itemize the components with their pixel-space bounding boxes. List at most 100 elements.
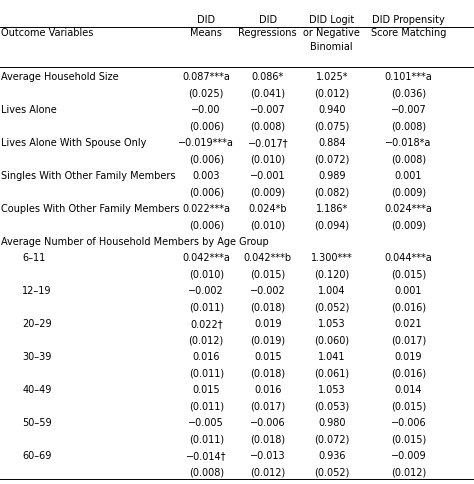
Text: (0.015): (0.015) (250, 269, 285, 279)
Text: −0.00: −0.00 (191, 105, 221, 115)
Text: (0.094): (0.094) (314, 220, 349, 230)
Text: 0.042***b: 0.042***b (244, 253, 292, 263)
Text: Lives Alone With Spouse Only: Lives Alone With Spouse Only (1, 137, 146, 148)
Text: (0.008): (0.008) (391, 121, 426, 131)
Text: DID Propensity: DID Propensity (372, 15, 445, 25)
Text: (0.006): (0.006) (189, 121, 224, 131)
Text: Outcome Variables: Outcome Variables (1, 28, 93, 38)
Text: −0.006: −0.006 (391, 417, 427, 427)
Text: (0.082): (0.082) (314, 187, 349, 197)
Text: 0.980: 0.980 (318, 417, 346, 427)
Text: 0.022†: 0.022† (190, 318, 222, 329)
Text: Binomial: Binomial (310, 42, 353, 52)
Text: 0.015: 0.015 (254, 351, 282, 362)
Text: (0.075): (0.075) (314, 121, 349, 131)
Text: 0.019: 0.019 (395, 351, 422, 362)
Text: (0.053): (0.053) (314, 401, 349, 411)
Text: −0.009: −0.009 (391, 450, 427, 460)
Text: −0.013: −0.013 (250, 450, 286, 460)
Text: (0.060): (0.060) (314, 335, 349, 345)
Text: (0.011): (0.011) (189, 302, 224, 312)
Text: (0.011): (0.011) (189, 434, 224, 444)
Text: (0.011): (0.011) (189, 401, 224, 411)
Text: 0.042***a: 0.042***a (182, 253, 230, 263)
Text: (0.018): (0.018) (250, 368, 285, 378)
Text: (0.009): (0.009) (391, 220, 426, 230)
Text: 0.884: 0.884 (318, 137, 346, 148)
Text: Average Household Size: Average Household Size (1, 72, 118, 82)
Text: (0.010): (0.010) (250, 154, 285, 164)
Text: (0.017): (0.017) (250, 401, 285, 411)
Text: 0.101***a: 0.101***a (385, 72, 432, 82)
Text: 50–59: 50–59 (22, 417, 52, 427)
Text: DID: DID (197, 15, 215, 25)
Text: −0.018*a: −0.018*a (385, 137, 432, 148)
Text: 0.024*b: 0.024*b (248, 203, 287, 213)
Text: 1.041: 1.041 (318, 351, 346, 362)
Text: (0.010): (0.010) (189, 269, 224, 279)
Text: Means: Means (190, 28, 222, 38)
Text: (0.052): (0.052) (314, 467, 349, 477)
Text: (0.052): (0.052) (314, 302, 349, 312)
Text: (0.072): (0.072) (314, 154, 349, 164)
Text: 20–29: 20–29 (22, 318, 52, 329)
Text: (0.009): (0.009) (391, 187, 426, 197)
Text: Lives Alone: Lives Alone (1, 105, 57, 115)
Text: (0.041): (0.041) (250, 88, 285, 98)
Text: (0.008): (0.008) (391, 154, 426, 164)
Text: −0.014†: −0.014† (186, 450, 227, 460)
Text: (0.012): (0.012) (189, 335, 224, 345)
Text: (0.061): (0.061) (314, 368, 349, 378)
Text: Regressions: Regressions (238, 28, 297, 38)
Text: 1.004: 1.004 (318, 286, 346, 296)
Text: (0.010): (0.010) (250, 220, 285, 230)
Text: 0.044***a: 0.044***a (385, 253, 432, 263)
Text: 0.001: 0.001 (395, 170, 422, 181)
Text: 0.014: 0.014 (395, 384, 422, 394)
Text: 0.086*: 0.086* (252, 72, 284, 82)
Text: (0.006): (0.006) (189, 220, 224, 230)
Text: 1.025*: 1.025* (316, 72, 348, 82)
Text: (0.011): (0.011) (189, 368, 224, 378)
Text: 0.003: 0.003 (192, 170, 220, 181)
Text: 0.940: 0.940 (318, 105, 346, 115)
Text: DID: DID (259, 15, 277, 25)
Text: 1.053: 1.053 (318, 384, 346, 394)
Text: Singles With Other Family Members: Singles With Other Family Members (1, 170, 175, 181)
Text: (0.006): (0.006) (189, 154, 224, 164)
Text: 40–49: 40–49 (22, 384, 52, 394)
Text: (0.036): (0.036) (391, 88, 426, 98)
Text: 1.186*: 1.186* (316, 203, 348, 213)
Text: −0.002: −0.002 (250, 286, 286, 296)
Text: 0.016: 0.016 (192, 351, 220, 362)
Text: (0.012): (0.012) (314, 88, 349, 98)
Text: −0.005: −0.005 (188, 417, 224, 427)
Text: −0.001: −0.001 (250, 170, 286, 181)
Text: 1.053: 1.053 (318, 318, 346, 329)
Text: 0.016: 0.016 (254, 384, 282, 394)
Text: −0.019***a: −0.019***a (178, 137, 234, 148)
Text: Score Matching: Score Matching (371, 28, 447, 38)
Text: 60–69: 60–69 (22, 450, 52, 460)
Text: 6–11: 6–11 (22, 253, 46, 263)
Text: 0.087***a: 0.087***a (182, 72, 230, 82)
Text: −0.017†: −0.017† (247, 137, 288, 148)
Text: (0.008): (0.008) (189, 467, 224, 477)
Text: 0.015: 0.015 (192, 384, 220, 394)
Text: (0.016): (0.016) (391, 302, 426, 312)
Text: (0.072): (0.072) (314, 434, 349, 444)
Text: 0.021: 0.021 (395, 318, 422, 329)
Text: 30–39: 30–39 (22, 351, 52, 362)
Text: −0.002: −0.002 (188, 286, 224, 296)
Text: (0.016): (0.016) (391, 368, 426, 378)
Text: 0.936: 0.936 (318, 450, 346, 460)
Text: (0.018): (0.018) (250, 302, 285, 312)
Text: (0.019): (0.019) (250, 335, 285, 345)
Text: (0.009): (0.009) (250, 187, 285, 197)
Text: 1.300***: 1.300*** (311, 253, 353, 263)
Text: 12–19: 12–19 (22, 286, 52, 296)
Text: (0.025): (0.025) (189, 88, 224, 98)
Text: 0.022***a: 0.022***a (182, 203, 230, 213)
Text: Couples With Other Family Members: Couples With Other Family Members (1, 203, 179, 213)
Text: 0.024***a: 0.024***a (384, 203, 433, 213)
